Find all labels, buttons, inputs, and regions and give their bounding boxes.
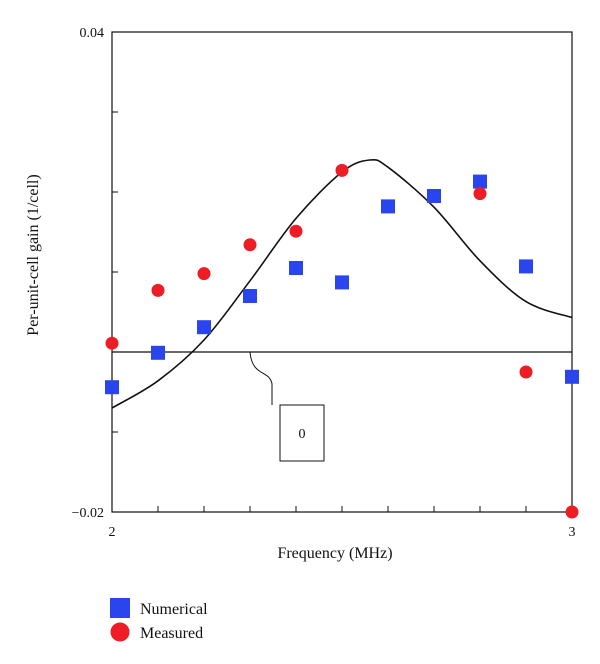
legend-square-marker <box>110 598 130 618</box>
legend-label-measured: Measured <box>140 625 203 642</box>
numerical-point <box>197 320 211 335</box>
numerical-point <box>519 259 533 274</box>
legend-label-numerical: Numerical <box>140 601 208 618</box>
numerical-point <box>335 275 349 290</box>
measured-point <box>335 163 349 177</box>
legend: Numerical Measured <box>110 598 208 642</box>
numerical-point <box>151 345 165 360</box>
numerical-point <box>381 199 395 214</box>
measured-point <box>197 267 211 281</box>
numerical-point <box>243 289 257 303</box>
x-tick-label-left: 2 <box>109 525 116 540</box>
numerical-point <box>105 380 119 395</box>
y-tick-label-bottom: −0.02 <box>72 506 104 521</box>
measured-point <box>289 224 303 238</box>
numerical-point <box>473 174 487 189</box>
legend-circle-marker <box>110 622 130 642</box>
plot-frame <box>111 31 573 513</box>
numerical-point <box>427 189 441 203</box>
data-markers <box>105 163 579 519</box>
numerical-point <box>565 369 579 384</box>
x-tick-label-right: 3 <box>569 525 576 540</box>
measured-point <box>519 365 533 379</box>
x-axis-title: Frequency (MHz) <box>277 545 392 562</box>
y-tick-label-top: 0.04 <box>80 26 105 41</box>
measured-point <box>105 336 119 350</box>
y-axis-title: Per-unit-cell gain (1/cell) <box>25 174 42 335</box>
measured-point <box>565 505 579 519</box>
annotation-box <box>279 404 325 462</box>
annotation-label: 0 <box>299 427 306 442</box>
measured-point <box>243 238 257 252</box>
numerical-point <box>289 261 303 275</box>
measured-point <box>151 283 165 297</box>
measured-point <box>473 187 487 201</box>
theory-curve <box>111 158 573 409</box>
annotation-leader-line <box>249 351 273 405</box>
